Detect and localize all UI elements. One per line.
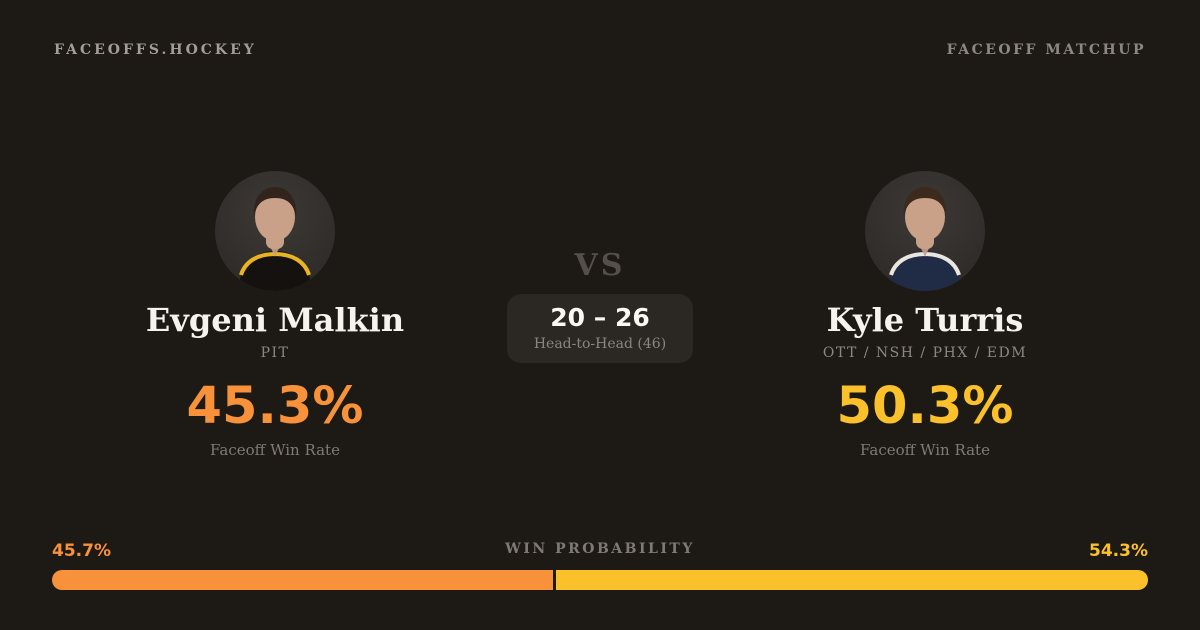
win-probability-bar-right-segment	[555, 570, 1148, 590]
win-rate-value: 50.3%	[836, 377, 1014, 437]
head-to-head-box: 20 – 26 Head-to-Head (46)	[506, 294, 694, 363]
brand-logo-text: FACEOFFS.HOCKEY	[54, 42, 257, 58]
vs-label: VS	[574, 248, 626, 283]
win-probability-bar-left-segment	[52, 570, 553, 590]
win-probability-labels: 45.7% WIN PROBABILITY 54.3%	[52, 541, 1148, 561]
player-photo-left	[215, 171, 335, 291]
player-card-left: Evgeni Malkin PIT 45.3% Faceoff Win Rate	[60, 171, 490, 459]
win-rate-label: Faceoff Win Rate	[210, 441, 340, 460]
center-column: VS 20 – 26 Head-to-Head (46)	[490, 171, 710, 459]
win-probability-bar	[52, 570, 1148, 590]
win-rate-label: Faceoff Win Rate	[860, 441, 990, 460]
header: FACEOFFS.HOCKEY FACEOFF MATCHUP	[54, 42, 1146, 58]
win-probability-left-value: 45.7%	[52, 541, 111, 561]
player-silhouette-icon	[237, 187, 313, 291]
head-to-head-score: 20 – 26	[550, 303, 650, 332]
player-name: Evgeni Malkin	[145, 301, 405, 339]
player-teams: OTT / NSH / PHX / EDM	[822, 345, 1028, 362]
matchup-row: Evgeni Malkin PIT 45.3% Faceoff Win Rate…	[0, 171, 1200, 459]
player-silhouette-icon	[887, 187, 963, 291]
win-probability-title: WIN PROBABILITY	[505, 541, 695, 557]
head-to-head-label: Head-to-Head (46)	[533, 336, 667, 352]
win-probability-right-value: 54.3%	[1089, 541, 1148, 561]
player-teams: PIT	[260, 345, 290, 362]
card-type-label: FACEOFF MATCHUP	[946, 42, 1146, 58]
win-rate-value: 45.3%	[186, 377, 364, 437]
player-name: Kyle Turris	[826, 301, 1024, 339]
player-card-right: Kyle Turris OTT / NSH / PHX / EDM 50.3% …	[710, 171, 1140, 459]
player-photo-right	[865, 171, 985, 291]
